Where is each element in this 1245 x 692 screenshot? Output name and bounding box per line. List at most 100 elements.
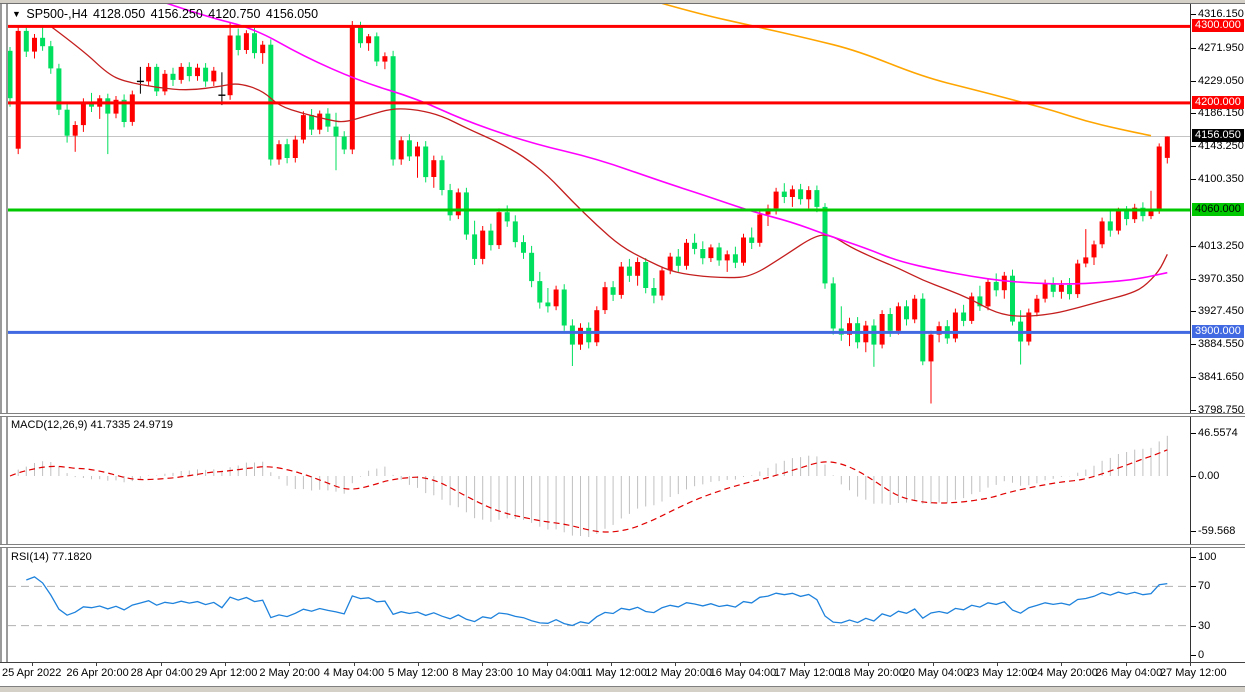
axis-tick — [1191, 655, 1196, 656]
price-tick-label: 4186.150 — [1198, 107, 1244, 119]
time-tick — [482, 662, 484, 666]
candle — [594, 306, 600, 347]
candle — [553, 285, 559, 311]
candle — [146, 63, 152, 86]
hline-4060.000[interactable] — [8, 208, 1190, 212]
axis-tick — [1191, 14, 1196, 15]
hline-4200.000[interactable] — [8, 101, 1190, 105]
time-tick — [739, 662, 741, 666]
candle — [218, 72, 226, 106]
candle — [8, 47, 13, 107]
time-tick — [289, 662, 291, 666]
candle — [757, 210, 763, 247]
time-axis-line — [0, 662, 1245, 663]
candle — [243, 30, 249, 54]
candle — [928, 330, 934, 404]
time-tick — [32, 662, 33, 666]
time-axis-label: 24 May 20:00 — [1031, 667, 1098, 679]
candle — [1075, 259, 1081, 298]
axis-tick — [1191, 113, 1196, 114]
time-axis[interactable]: 25 Apr 2022 26 Apr 20:00 28 Apr 04:00 29 Ap… — [2, 662, 1227, 684]
axis-tick — [1191, 626, 1196, 627]
candle — [374, 32, 380, 67]
rsi-panel-canvas[interactable] — [8, 548, 1190, 662]
rsi-tick-label: 0 — [1198, 649, 1205, 661]
candle — [985, 278, 991, 311]
candle — [154, 63, 160, 96]
candle — [863, 320, 869, 353]
candle — [423, 141, 429, 183]
candle — [48, 40, 54, 74]
axis-tick — [1191, 48, 1196, 49]
macd-panel-canvas[interactable] — [8, 417, 1190, 544]
price-axis[interactable]: 4316.150 4271.950 4229.050 4186.150 4143.250… — [1190, 0, 1245, 662]
time-axis-label: 28 Apr 04:00 — [130, 667, 194, 679]
candle — [276, 140, 282, 165]
candle — [341, 131, 347, 155]
candle — [1099, 217, 1105, 249]
candle — [961, 304, 967, 327]
candle — [814, 185, 820, 213]
time-tick — [803, 662, 805, 666]
candle — [708, 244, 714, 262]
axis-tick — [1191, 146, 1196, 147]
hline-4300.000[interactable] — [8, 24, 1190, 28]
candle — [252, 27, 257, 59]
candle — [561, 284, 567, 331]
candle — [569, 319, 575, 366]
candle — [317, 110, 323, 135]
rsi-line — [26, 576, 1168, 627]
candle — [32, 34, 37, 59]
macd-tick-label: -59.568 — [1198, 525, 1236, 537]
candle — [1026, 308, 1032, 346]
candle — [382, 52, 388, 70]
time-tick — [1061, 662, 1063, 666]
price-tick-label: 4271.950 — [1198, 42, 1244, 54]
candle — [895, 302, 901, 335]
symbol-dropdown-icon[interactable]: ▼ — [12, 9, 21, 19]
time-axis-label: 25 Apr 2022 — [2, 667, 62, 679]
axis-tick — [1191, 586, 1196, 587]
candle — [1107, 211, 1113, 237]
axis-tick — [1191, 531, 1196, 532]
candle — [129, 90, 135, 126]
axis-tick — [1191, 433, 1196, 434]
candle — [1067, 278, 1072, 300]
time-tick — [1125, 662, 1127, 666]
candle — [537, 271, 543, 309]
current-price-badge: 4156.050 — [1192, 129, 1244, 142]
candle — [977, 285, 983, 311]
time-axis-label: 26 May 04:00 — [1095, 667, 1163, 679]
candle — [545, 288, 551, 313]
candle — [643, 258, 649, 294]
candle — [529, 245, 535, 288]
macd-signal-line — [9, 449, 1168, 533]
price-chart-canvas[interactable] — [8, 0, 1190, 413]
candle — [1001, 271, 1007, 299]
price-tick-label: 3841.650 — [1198, 371, 1244, 383]
panel-splitter-macd[interactable] — [0, 413, 1245, 417]
candle — [439, 155, 445, 196]
candle — [195, 63, 200, 81]
candle — [349, 21, 355, 155]
time-tick — [96, 662, 98, 666]
panel-splitter-rsi[interactable] — [0, 544, 1245, 548]
candle — [822, 203, 828, 289]
candle — [602, 281, 608, 314]
candle — [952, 308, 958, 343]
price-badge-4200.000: 4200.000 — [1192, 96, 1244, 109]
hline-3900.000[interactable] — [8, 330, 1190, 334]
time-axis-label: 27 May 12:00 — [1159, 667, 1227, 679]
time-tick — [610, 662, 612, 666]
axis-tick — [1191, 410, 1196, 411]
candle — [40, 26, 46, 51]
candle — [121, 94, 127, 128]
candle — [798, 183, 804, 205]
candle — [23, 27, 29, 57]
macd-indicator-label: MACD(12,26,9) 41.7335 24.9719 — [11, 419, 174, 431]
window-bottom-border — [0, 686, 1245, 692]
candle — [912, 294, 918, 324]
candle — [162, 70, 168, 96]
time-tick — [1189, 662, 1191, 666]
candle — [675, 249, 681, 272]
